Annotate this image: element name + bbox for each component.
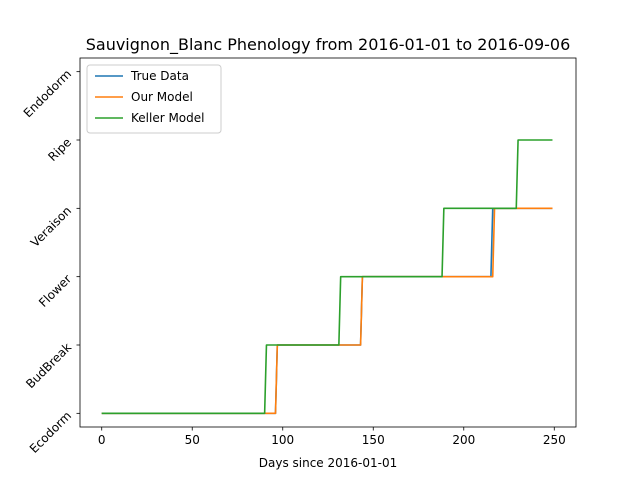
legend: True Data Our Model Keller Model xyxy=(86,64,222,134)
y-tick-label: Endodorm xyxy=(21,67,74,120)
legend-box xyxy=(86,64,222,134)
legend-label: Keller Model xyxy=(131,111,204,125)
y-tick-label: Flower xyxy=(36,272,74,310)
series-line-keller-model xyxy=(101,139,553,415)
axes-frame xyxy=(79,57,577,428)
x-tick-label: 0 xyxy=(98,433,106,447)
legend-label: Our Model xyxy=(131,90,193,104)
series-line-our-model xyxy=(101,207,553,415)
x-tick-label: 100 xyxy=(271,433,294,447)
legend-label: True Data xyxy=(130,69,189,83)
x-tick-label: 50 xyxy=(185,433,200,447)
chart-title: Sauvignon_Blanc Phenology from 2016-01-0… xyxy=(86,35,571,55)
y-tick-label: Veraison xyxy=(28,204,74,250)
x-axis-label: Days since 2016-01-01 xyxy=(259,456,398,470)
series-layer xyxy=(101,139,553,415)
y-tick-label: Ecodorm xyxy=(27,409,74,456)
y-tick-label: BudBreak xyxy=(23,340,74,391)
y-tick-label: Ripe xyxy=(45,135,74,164)
x-tick-label: 150 xyxy=(362,433,385,447)
x-tick-label: 200 xyxy=(452,433,475,447)
x-tick-label: 250 xyxy=(543,433,566,447)
